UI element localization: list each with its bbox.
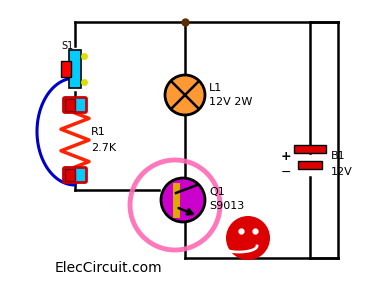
Text: 12V: 12V (331, 167, 353, 177)
FancyBboxPatch shape (63, 98, 86, 113)
Text: B1: B1 (331, 151, 346, 161)
Text: R1: R1 (91, 127, 106, 137)
Text: −: − (281, 166, 291, 179)
Circle shape (226, 216, 270, 260)
Bar (69, 50, 81, 88)
Text: L1: L1 (209, 83, 222, 93)
Circle shape (165, 75, 205, 115)
Circle shape (161, 178, 205, 222)
Text: +: + (281, 149, 291, 162)
Bar (65, 169, 75, 181)
Bar (298, 161, 322, 169)
Text: ElecCircuit.com: ElecCircuit.com (55, 261, 163, 275)
Bar (294, 145, 326, 153)
Text: Q1: Q1 (209, 187, 225, 197)
Text: S1: S1 (61, 41, 73, 51)
Bar (65, 99, 75, 111)
Text: 2.7K: 2.7K (91, 143, 116, 153)
Text: 12V 2W: 12V 2W (209, 97, 253, 107)
FancyBboxPatch shape (63, 168, 86, 183)
Text: S9013: S9013 (209, 201, 244, 211)
Bar (61, 61, 71, 77)
